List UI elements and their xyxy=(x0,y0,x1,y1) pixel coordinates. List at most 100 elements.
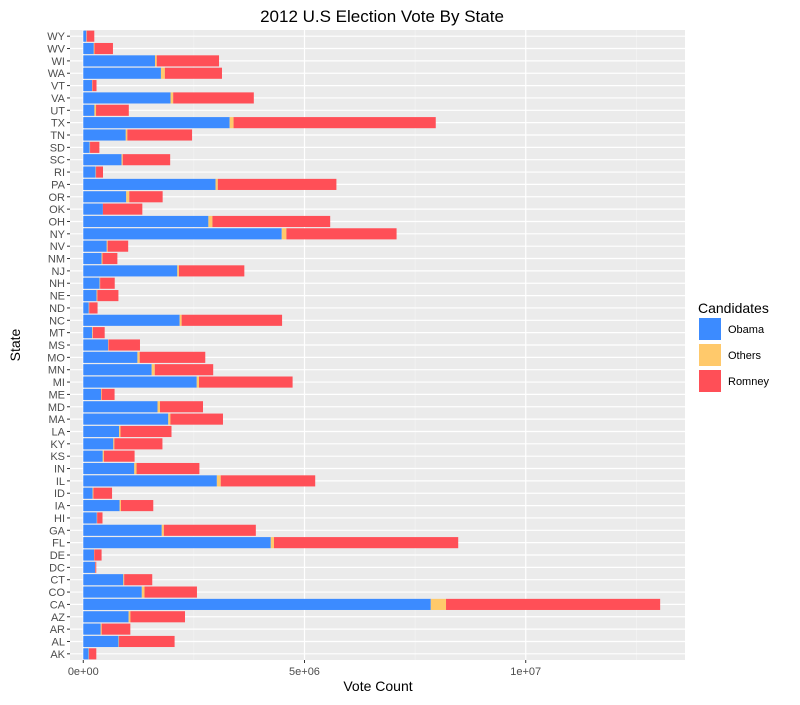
bar-vt-romney xyxy=(92,80,96,91)
bar-ga-romney xyxy=(164,525,256,536)
bar-id-romney xyxy=(93,488,112,499)
bar-ca-romney xyxy=(446,599,660,610)
bar-nc-obama xyxy=(83,315,179,326)
bar-fl-others xyxy=(271,537,274,548)
bar-hi-obama xyxy=(83,512,97,523)
y-tick-label: RI xyxy=(54,167,65,179)
bar-mt-others xyxy=(92,327,93,338)
y-tick-label: ME xyxy=(49,389,66,401)
bar-ia-obama xyxy=(83,500,119,511)
y-tick-label: AL xyxy=(52,636,65,648)
y-tick-label: WY xyxy=(47,31,65,43)
bar-ri-obama xyxy=(83,167,95,178)
y-tick-label: NV xyxy=(50,241,66,253)
bar-mi-romney xyxy=(199,377,293,388)
bar-oh-obama xyxy=(83,216,208,227)
y-tick-label: TX xyxy=(51,118,66,130)
y-axis-title: State xyxy=(7,328,23,361)
bar-fl-romney xyxy=(274,537,458,548)
y-tick-label: MD xyxy=(48,402,65,414)
bar-ut-obama xyxy=(83,105,94,116)
bar-pa-romney xyxy=(218,179,337,190)
bar-ma-others xyxy=(168,414,170,425)
legend-swatch-others xyxy=(699,344,721,366)
bar-tx-others xyxy=(230,117,234,128)
bar-wa-obama xyxy=(83,68,161,79)
bar-al-obama xyxy=(83,636,118,647)
bar-va-obama xyxy=(83,92,170,103)
y-tick-label: NY xyxy=(50,229,66,241)
bar-pa-obama xyxy=(83,179,215,190)
bar-nh-romney xyxy=(100,278,115,289)
bar-nv-others xyxy=(107,241,108,252)
bar-sc-others xyxy=(122,154,123,165)
bar-nc-others xyxy=(180,315,182,326)
y-tick-label: OK xyxy=(49,204,66,216)
bar-id-obama xyxy=(83,488,92,499)
bar-ks-obama xyxy=(83,451,102,462)
y-tick-label: MT xyxy=(49,328,65,340)
bar-az-romney xyxy=(130,611,185,622)
y-tick-label: IN xyxy=(54,464,65,476)
x-tick-label: 5e+06 xyxy=(289,666,320,678)
y-tick-label: VT xyxy=(51,81,65,93)
bar-vt-obama xyxy=(83,80,92,91)
bar-tn-romney xyxy=(127,129,192,140)
bar-mn-romney xyxy=(155,364,213,375)
y-tick-label: OR xyxy=(49,192,66,204)
bar-de-obama xyxy=(83,549,94,560)
bar-in-romney xyxy=(137,463,200,474)
bar-ky-others xyxy=(113,438,114,449)
bar-ct-romney xyxy=(124,574,152,585)
y-tick-label: MI xyxy=(53,377,65,389)
legend-title: Candidates xyxy=(698,300,769,316)
bar-tx-obama xyxy=(83,117,229,128)
legend-label-romney: Romney xyxy=(728,376,769,388)
legend-label-others: Others xyxy=(728,350,762,362)
bar-oh-romney xyxy=(212,216,330,227)
y-tick-label: WA xyxy=(48,68,66,80)
bar-ks-romney xyxy=(104,451,135,462)
y-tick-label: FL xyxy=(52,538,65,550)
bar-sc-romney xyxy=(123,154,170,165)
bar-wy-obama xyxy=(83,31,86,42)
bar-fl-obama xyxy=(83,537,270,548)
y-tick-label: MO xyxy=(47,352,65,364)
chart-title: 2012 U.S Election Vote By State xyxy=(260,7,504,26)
bar-sc-obama xyxy=(83,154,121,165)
bar-ar-others xyxy=(101,624,102,635)
bar-az-others xyxy=(129,611,131,622)
bar-tx-romney xyxy=(234,117,436,128)
bar-wa-others xyxy=(161,68,165,79)
bar-la-romney xyxy=(121,426,172,437)
bar-al-others xyxy=(118,636,119,647)
bar-nd-obama xyxy=(83,302,89,313)
bar-oh-others xyxy=(208,216,212,227)
bar-or-romney xyxy=(129,191,162,202)
bar-nh-others xyxy=(100,278,101,289)
bar-ar-romney xyxy=(102,624,131,635)
bar-wy-romney xyxy=(87,31,95,42)
bar-wa-romney xyxy=(165,68,222,79)
bar-wi-romney xyxy=(157,55,219,66)
bar-me-others xyxy=(101,389,102,400)
bar-ca-obama xyxy=(83,599,431,610)
bar-co-romney xyxy=(145,587,197,598)
bar-ia-romney xyxy=(121,500,153,511)
bar-ak-romney xyxy=(89,648,96,659)
bar-ut-others xyxy=(94,105,96,116)
y-tick-label: AR xyxy=(50,624,65,636)
y-tick-label: KS xyxy=(50,451,65,463)
y-tick-label: AZ xyxy=(51,612,65,624)
bar-in-obama xyxy=(83,463,134,474)
bar-ky-obama xyxy=(83,438,113,449)
bar-nv-obama xyxy=(83,241,107,252)
bar-wv-obama xyxy=(83,43,94,54)
bar-sd-romney xyxy=(90,142,99,153)
bar-ok-obama xyxy=(83,204,103,215)
y-tick-label: DC xyxy=(49,562,65,574)
bar-md-romney xyxy=(160,401,203,412)
bar-wv-romney xyxy=(94,43,112,54)
bar-ga-obama xyxy=(83,525,161,536)
